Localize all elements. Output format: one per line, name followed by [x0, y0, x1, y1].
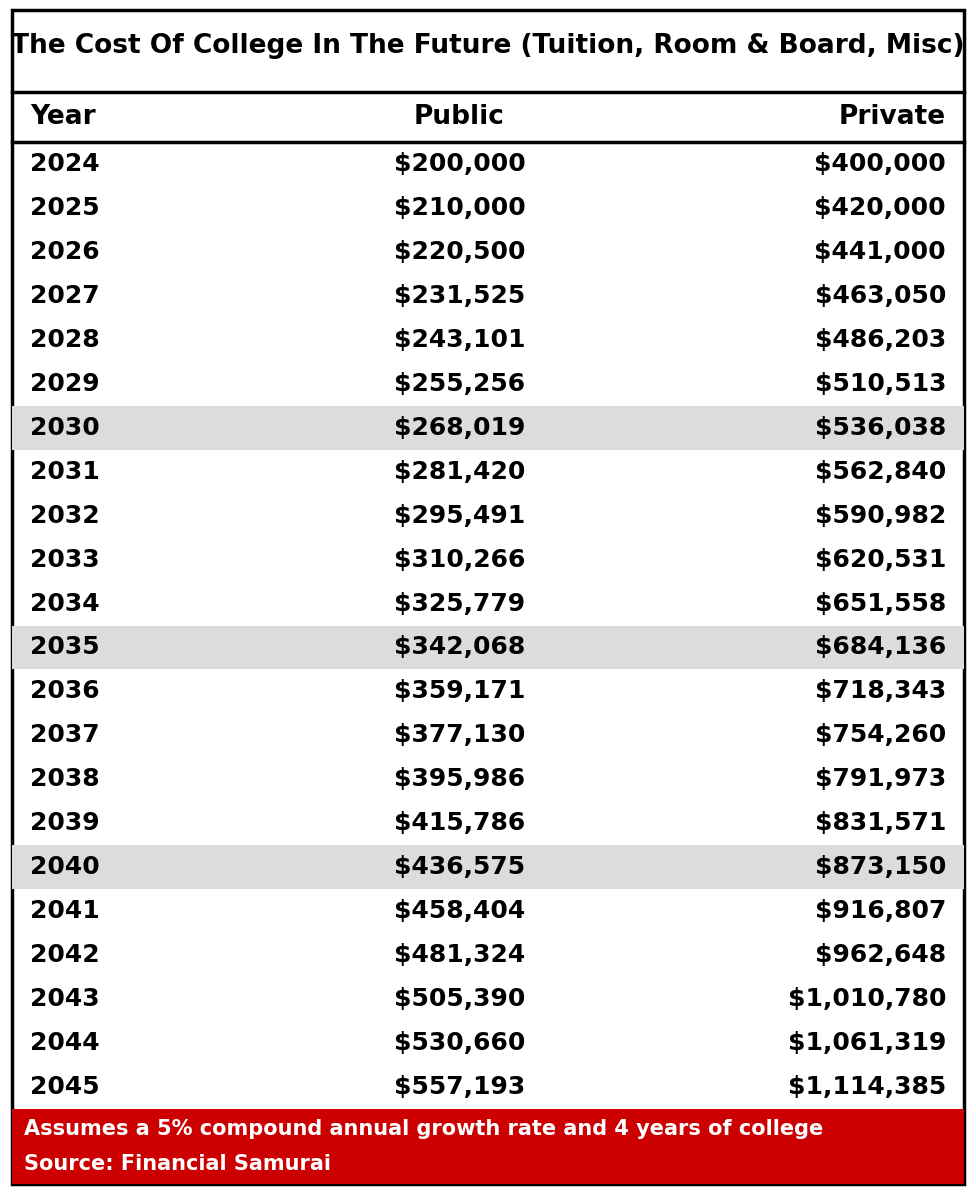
Text: 2045: 2045	[30, 1075, 100, 1099]
Text: $220,500: $220,500	[393, 240, 525, 263]
Text: $400,000: $400,000	[814, 151, 946, 176]
Text: $243,101: $243,101	[393, 328, 525, 352]
Text: $395,986: $395,986	[394, 768, 525, 791]
Bar	[12, 1109, 964, 1184]
Text: $325,779: $325,779	[394, 591, 525, 615]
Text: $530,660: $530,660	[393, 1031, 525, 1055]
Text: Source: Financial Samurai: Source: Financial Samurai	[24, 1154, 331, 1174]
Text: Year: Year	[30, 104, 96, 130]
Text: $441,000: $441,000	[814, 240, 946, 263]
Text: $718,343: $718,343	[815, 679, 946, 703]
Text: 2038: 2038	[30, 768, 100, 791]
Text: 2040: 2040	[30, 855, 100, 880]
Text: $684,136: $684,136	[815, 635, 946, 659]
Text: 2035: 2035	[30, 635, 100, 659]
Text: 2025: 2025	[30, 195, 100, 221]
Text: The Cost Of College In The Future (Tuition, Room & Board, Misc): The Cost Of College In The Future (Tuiti…	[12, 33, 964, 58]
Text: $873,150: $873,150	[815, 855, 946, 880]
Text: Public: Public	[414, 104, 505, 130]
Text: $281,420: $281,420	[393, 460, 525, 484]
Text: 2041: 2041	[30, 899, 100, 924]
Bar	[12, 845, 964, 889]
Text: $463,050: $463,050	[815, 284, 946, 308]
Text: $962,648: $962,648	[815, 943, 946, 967]
Bar	[12, 626, 964, 670]
Text: $268,019: $268,019	[393, 416, 525, 440]
Text: $231,525: $231,525	[393, 284, 525, 308]
Text: $436,575: $436,575	[394, 855, 525, 880]
Text: $1,114,385: $1,114,385	[788, 1075, 946, 1099]
Text: 2033: 2033	[30, 547, 100, 572]
Text: 2031: 2031	[30, 460, 100, 484]
Bar	[12, 405, 964, 449]
Text: $486,203: $486,203	[815, 328, 946, 352]
Text: $481,324: $481,324	[393, 943, 525, 967]
Text: $458,404: $458,404	[393, 899, 525, 924]
Text: $359,171: $359,171	[393, 679, 525, 703]
Text: 2042: 2042	[30, 943, 100, 967]
Text: $1,061,319: $1,061,319	[788, 1031, 946, 1055]
Text: $754,260: $754,260	[815, 724, 946, 747]
Text: 2044: 2044	[30, 1031, 100, 1055]
Text: $255,256: $255,256	[394, 372, 525, 396]
Text: 2037: 2037	[30, 724, 100, 747]
Text: 2032: 2032	[30, 503, 100, 528]
Text: 2034: 2034	[30, 591, 100, 615]
Text: $295,491: $295,491	[393, 503, 525, 528]
Text: $415,786: $415,786	[393, 812, 525, 836]
Text: 2027: 2027	[30, 284, 100, 308]
Text: 2028: 2028	[30, 328, 100, 352]
Text: Assumes a 5% compound annual growth rate and 4 years of college: Assumes a 5% compound annual growth rate…	[24, 1119, 823, 1140]
Text: 2039: 2039	[30, 812, 100, 836]
Text: $831,571: $831,571	[815, 812, 946, 836]
Text: $590,982: $590,982	[815, 503, 946, 528]
Text: $200,000: $200,000	[393, 151, 525, 176]
Text: $505,390: $505,390	[393, 987, 525, 1011]
Text: 2036: 2036	[30, 679, 100, 703]
Text: Private: Private	[839, 104, 946, 130]
Text: $342,068: $342,068	[393, 635, 525, 659]
Text: $420,000: $420,000	[814, 195, 946, 221]
Text: $562,840: $562,840	[815, 460, 946, 484]
Text: $510,513: $510,513	[815, 372, 946, 396]
Text: 2024: 2024	[30, 151, 100, 176]
Text: $620,531: $620,531	[815, 547, 946, 572]
Text: $377,130: $377,130	[393, 724, 525, 747]
Text: $791,973: $791,973	[815, 768, 946, 791]
Text: 2043: 2043	[30, 987, 100, 1011]
Text: $557,193: $557,193	[393, 1075, 525, 1099]
Text: $651,558: $651,558	[815, 591, 946, 615]
Text: $536,038: $536,038	[815, 416, 946, 440]
Text: $310,266: $310,266	[393, 547, 525, 572]
Text: 2029: 2029	[30, 372, 100, 396]
Text: $916,807: $916,807	[815, 899, 946, 924]
Text: $1,010,780: $1,010,780	[788, 987, 946, 1011]
Text: 2026: 2026	[30, 240, 100, 263]
Text: $210,000: $210,000	[393, 195, 525, 221]
Text: 2030: 2030	[30, 416, 100, 440]
